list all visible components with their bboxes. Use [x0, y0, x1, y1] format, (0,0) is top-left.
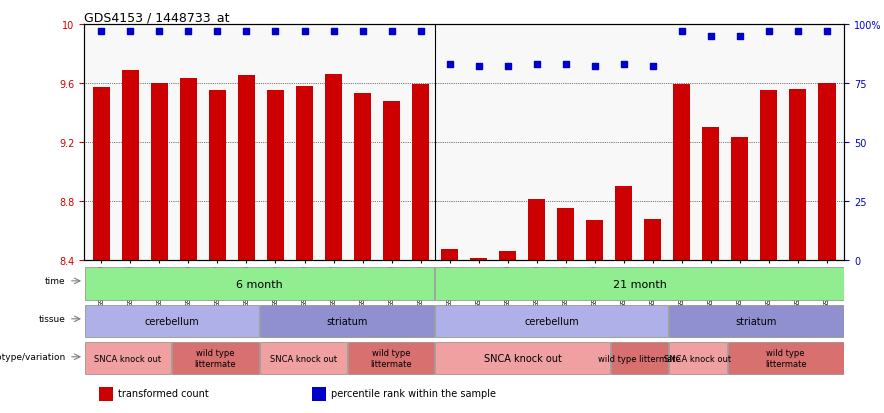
Bar: [731, 138, 749, 260]
Bar: [296, 87, 313, 260]
Bar: [557, 209, 575, 260]
Text: 6 month: 6 month: [236, 279, 283, 289]
Bar: [383, 101, 400, 260]
Bar: [93, 88, 110, 260]
Bar: [818, 83, 835, 260]
Text: wild type
littermate: wild type littermate: [370, 349, 412, 368]
Point: [269, 28, 283, 35]
Point: [471, 64, 485, 71]
Point: [443, 62, 457, 68]
Bar: [470, 259, 487, 260]
Point: [704, 33, 718, 40]
Bar: [436, 268, 843, 300]
Bar: [669, 305, 843, 337]
Text: striatum: striatum: [326, 316, 368, 326]
Point: [790, 28, 804, 35]
Bar: [499, 252, 516, 260]
Text: cerebellum: cerebellum: [144, 316, 199, 326]
Point: [500, 64, 514, 71]
Text: SNCA knock out: SNCA knock out: [95, 354, 162, 363]
Bar: [312, 387, 325, 401]
Point: [210, 28, 225, 35]
Bar: [441, 250, 458, 260]
Point: [617, 62, 631, 68]
Bar: [347, 342, 434, 375]
Bar: [85, 268, 434, 300]
Point: [355, 28, 370, 35]
Text: wild type littermate: wild type littermate: [598, 354, 681, 363]
Point: [674, 28, 689, 35]
Bar: [436, 305, 668, 337]
Point: [385, 28, 399, 35]
Bar: [586, 221, 604, 260]
Text: cerebellum: cerebellum: [524, 316, 579, 326]
Bar: [728, 342, 843, 375]
Point: [240, 28, 254, 35]
Bar: [172, 342, 259, 375]
Text: 21 month: 21 month: [613, 279, 667, 289]
Bar: [354, 94, 371, 260]
Bar: [150, 83, 168, 260]
Bar: [267, 91, 284, 260]
Point: [762, 28, 776, 35]
Bar: [85, 305, 259, 337]
Point: [559, 62, 573, 68]
Bar: [611, 342, 668, 375]
Text: wild type
littermate: wild type littermate: [765, 349, 806, 368]
Point: [326, 28, 340, 35]
Point: [588, 64, 602, 71]
Point: [95, 28, 109, 35]
Bar: [324, 75, 342, 260]
Text: SNCA knock out: SNCA knock out: [270, 354, 337, 363]
Bar: [528, 200, 545, 260]
Text: SNCA knock out: SNCA knock out: [665, 354, 732, 363]
Text: wild type
littermate: wild type littermate: [194, 349, 236, 368]
Bar: [436, 342, 610, 375]
Bar: [209, 91, 226, 260]
Bar: [644, 219, 661, 260]
Text: transformed count: transformed count: [118, 388, 209, 399]
Point: [414, 28, 428, 35]
Point: [181, 28, 195, 35]
Bar: [615, 187, 632, 260]
Bar: [260, 305, 434, 337]
Text: SNCA knock out: SNCA knock out: [484, 353, 561, 363]
Text: GDS4153 / 1448733_at: GDS4153 / 1448733_at: [84, 11, 230, 24]
Bar: [238, 76, 255, 260]
Bar: [702, 128, 720, 260]
Bar: [260, 342, 347, 375]
Point: [819, 28, 834, 35]
Text: time: time: [45, 277, 65, 286]
Point: [297, 28, 311, 35]
Bar: [760, 91, 778, 260]
Bar: [669, 342, 727, 375]
Text: genotype/variation: genotype/variation: [0, 352, 65, 361]
Bar: [673, 85, 690, 260]
Bar: [85, 342, 171, 375]
Bar: [179, 79, 197, 260]
Point: [530, 62, 544, 68]
Text: tissue: tissue: [39, 315, 65, 323]
Point: [645, 64, 659, 71]
Bar: [789, 90, 806, 260]
Point: [733, 33, 747, 40]
Bar: [412, 85, 430, 260]
Text: striatum: striatum: [735, 316, 777, 326]
Bar: [122, 70, 139, 260]
Point: [124, 28, 138, 35]
Text: percentile rank within the sample: percentile rank within the sample: [331, 388, 496, 399]
Point: [152, 28, 166, 35]
Bar: [99, 387, 113, 401]
